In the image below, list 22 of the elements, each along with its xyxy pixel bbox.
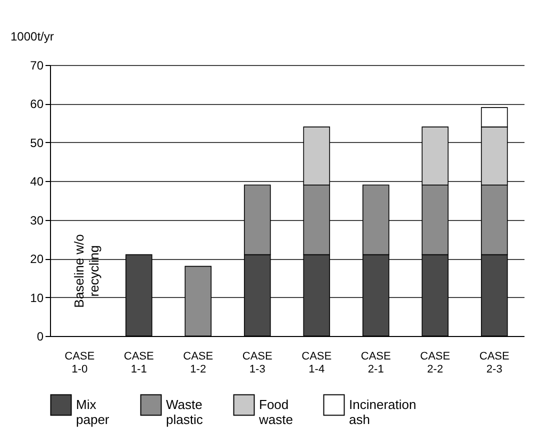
y-tick-label: 50 [30, 136, 44, 150]
x-tick-label: CASE 1-1 [124, 350, 154, 376]
y-tick-label: 70 [30, 58, 44, 72]
x-tick-label: CASE 2-1 [360, 350, 391, 376]
x-tick-label: CASE 1-4 [302, 350, 332, 376]
y-tick-label: 30 [30, 213, 44, 228]
legend-label: Waste plastic [166, 397, 204, 427]
x-tick-label: CASE 1-2 [183, 350, 214, 376]
y-tick-label: 0 [36, 330, 44, 344]
legend-label: Food waste [258, 397, 293, 427]
y-tick-label: 40 [30, 174, 44, 189]
y-tick-label: 10 [30, 290, 44, 305]
legend-label: Incineration ash [349, 397, 416, 427]
annotation: Baseline w/o recycling [72, 234, 102, 308]
x-tick-label: CASE 1-0 [64, 350, 95, 376]
x-tick-label: CASE 1-3 [242, 350, 272, 376]
y-tick-label: 20 [30, 252, 44, 266]
y-axis-title: 1000t/yr [10, 30, 54, 44]
legend-label: Mix paper [76, 397, 110, 427]
x-tick-label: CASE 2-3 [479, 350, 510, 376]
y-tick-label: 60 [30, 97, 44, 112]
x-tick-label: CASE 2-2 [420, 350, 450, 376]
